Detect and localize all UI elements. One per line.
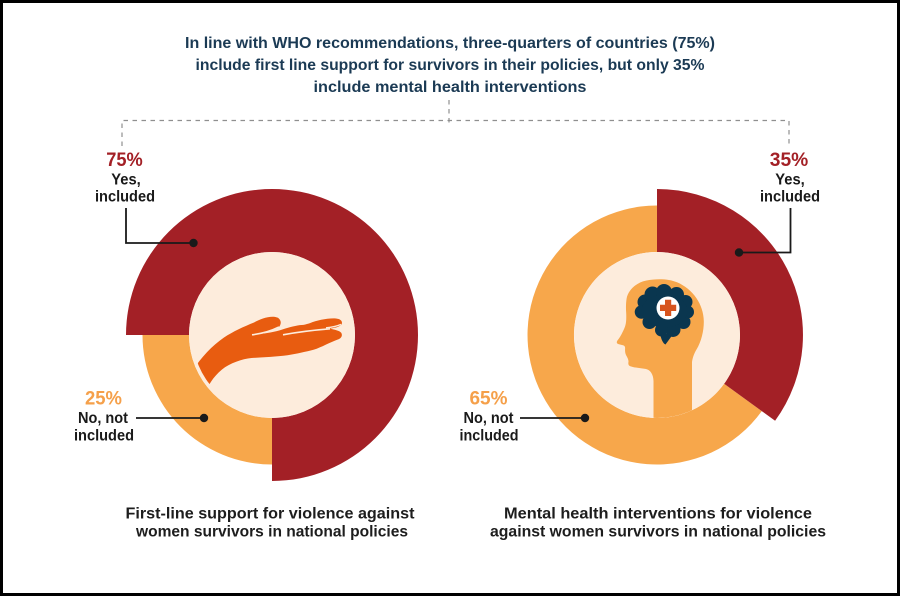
svg-text:included: included [95, 189, 155, 206]
svg-text:75%: 75% [106, 150, 143, 171]
svg-text:Yes,: Yes, [111, 171, 141, 188]
svg-text:included: included [460, 428, 519, 445]
svg-text:35%: 35% [770, 150, 809, 171]
svg-text:Yes,: Yes, [775, 172, 805, 189]
svg-text:included: included [74, 428, 134, 445]
svg-text:No, not: No, not [78, 410, 128, 427]
svg-text:include mental health interven: include mental health interventions [314, 79, 587, 96]
svg-text:No, not: No, not [464, 410, 514, 427]
svg-text:65%: 65% [470, 389, 508, 410]
svg-text:First-line support for violenc: First-line support for violence against [126, 506, 415, 523]
svg-text:include first line support for: include first line support for survivors… [196, 57, 705, 74]
svg-text:In line with WHO recommendatio: In line with WHO recommendations, three-… [185, 35, 715, 52]
svg-text:women survivors in national po: women survivors in national policies [135, 524, 408, 541]
svg-text:Mental health interventions fo: Mental health interventions for violence [504, 506, 812, 523]
svg-text:25%: 25% [85, 389, 122, 410]
svg-text:included: included [760, 189, 820, 206]
svg-text:against women survivors in nat: against women survivors in national poli… [490, 524, 826, 541]
